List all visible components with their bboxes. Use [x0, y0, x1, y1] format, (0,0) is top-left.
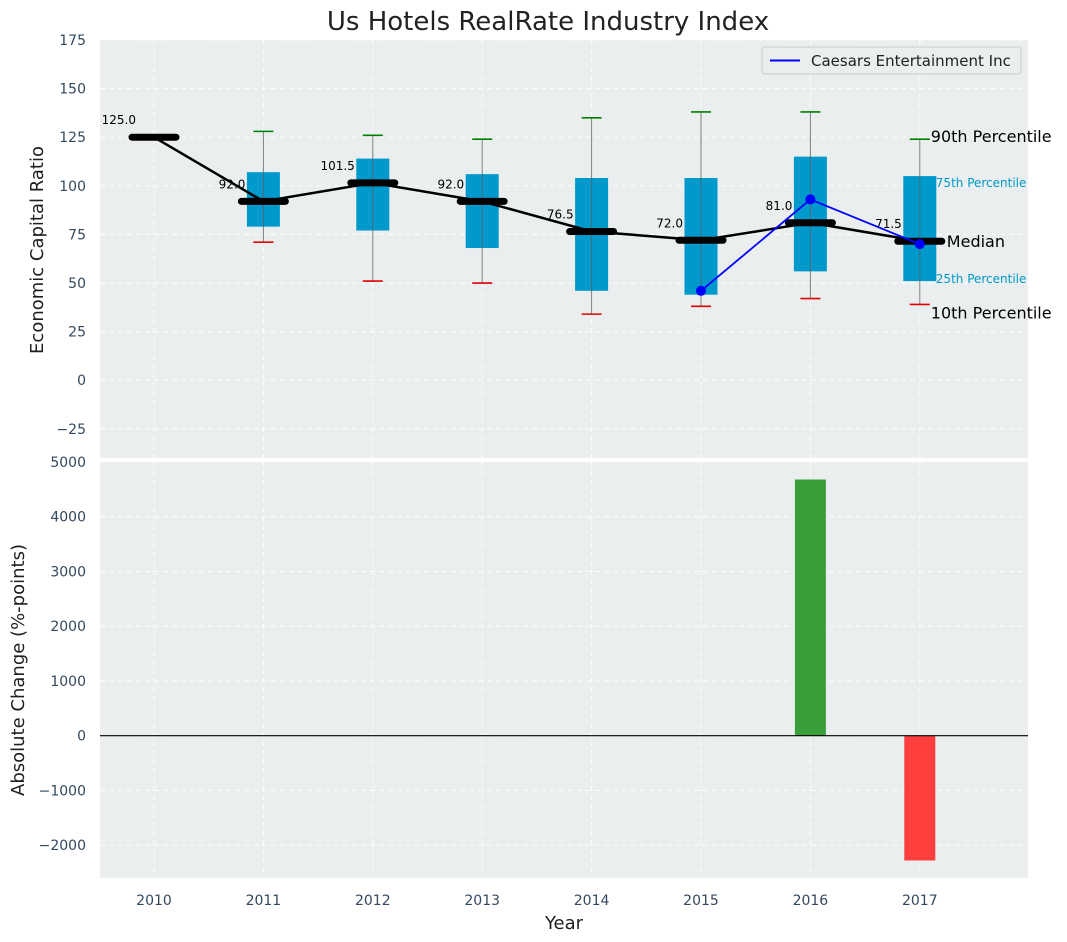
- bottom-y-tick-label: 4000: [50, 510, 86, 526]
- x-tick-label: 2011: [246, 893, 282, 909]
- legend-label: Caesars Entertainment Inc: [811, 52, 1011, 70]
- company-series-point: [805, 194, 816, 205]
- bottom-y-tick-label: −2000: [39, 838, 86, 854]
- p10-annotation: 10th Percentile: [931, 303, 1052, 322]
- median-value-label: 71.5: [875, 217, 902, 231]
- bottom-y-tick-label: −1000: [39, 783, 86, 799]
- median-value-label: 72.0: [656, 216, 683, 230]
- bottom-y-tick-label: 0: [77, 729, 86, 745]
- x-tick-label: 2014: [574, 893, 610, 909]
- median-value-label: 101.5: [320, 159, 354, 173]
- top-y-axis-title: Economic Capital Ratio: [27, 146, 48, 354]
- median-value-label: 92.0: [219, 177, 246, 191]
- x-tick-label: 2013: [464, 893, 500, 909]
- top-y-tick-label: 175: [59, 33, 86, 49]
- top-y-tick-label: 100: [59, 179, 86, 195]
- bottom-y-tick-label: 5000: [50, 455, 86, 471]
- x-tick-label: 2017: [902, 893, 938, 909]
- top-y-tick-label: 0: [77, 373, 86, 389]
- bottom-y-tick-label: 3000: [50, 564, 86, 580]
- company-series-point: [914, 239, 925, 250]
- median-value-label: 76.5: [547, 208, 574, 222]
- top-y-tick-label: 50: [68, 276, 86, 292]
- top-y-tick-label: 150: [59, 82, 86, 98]
- change-bar: [904, 735, 936, 861]
- bottom-y-tick-label: 2000: [50, 619, 86, 635]
- x-axis-title: Year: [544, 913, 584, 934]
- p25-annotation: 25th Percentile: [936, 272, 1027, 286]
- bottom-y-axis-title: Absolute Change (%-points): [8, 544, 29, 796]
- median-value-label: 92.0: [437, 177, 464, 191]
- top-y-tick-label: 75: [68, 227, 86, 243]
- top-y-tick-label: 125: [59, 130, 86, 146]
- change-bar: [794, 479, 826, 736]
- median-annotation: Median: [947, 232, 1005, 251]
- median-value-label: 125.0: [102, 113, 136, 127]
- top-y-tick-label: 25: [68, 325, 86, 341]
- x-tick-label: 2016: [793, 893, 829, 909]
- company-series-point: [696, 285, 706, 296]
- top-plot-area: [100, 40, 1028, 458]
- chart-title: Us Hotels RealRate Industry Index: [327, 7, 769, 37]
- median-value-label: 81.0: [766, 199, 793, 213]
- top-y-tick-label: −25: [56, 422, 86, 438]
- x-tick-label: 2015: [683, 893, 719, 909]
- legend-box: [761, 46, 1022, 75]
- x-tick-label: 2012: [355, 893, 391, 909]
- p75-annotation: 75th Percentile: [936, 176, 1027, 190]
- bottom-plot-area: [100, 462, 1028, 878]
- x-tick-label: 2010: [136, 893, 172, 909]
- bottom-y-tick-label: 1000: [50, 674, 86, 690]
- p90-annotation: 90th Percentile: [931, 127, 1052, 146]
